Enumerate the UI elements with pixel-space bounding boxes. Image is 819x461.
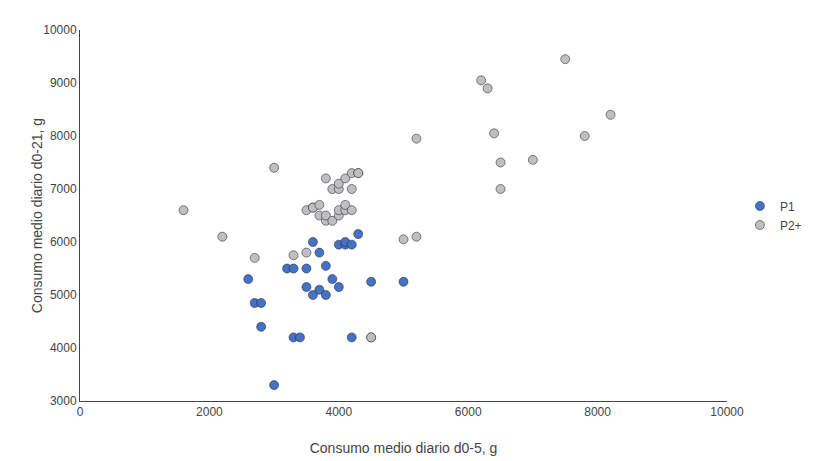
- svg-text:P1: P1: [780, 200, 795, 214]
- svg-text:7000: 7000: [50, 182, 77, 196]
- svg-text:10000: 10000: [43, 23, 77, 37]
- svg-text:10000: 10000: [710, 405, 744, 419]
- svg-text:0: 0: [77, 405, 84, 419]
- svg-text:3000: 3000: [50, 394, 77, 408]
- svg-text:Consumo medio diario d0-21, g: Consumo medio diario d0-21, g: [29, 118, 45, 313]
- svg-text:5000: 5000: [50, 288, 77, 302]
- svg-text:4000: 4000: [325, 405, 352, 419]
- svg-text:9000: 9000: [50, 76, 77, 90]
- svg-text:4000: 4000: [50, 341, 77, 355]
- svg-text:6000: 6000: [455, 405, 482, 419]
- svg-text:P2+: P2+: [780, 219, 802, 233]
- svg-text:Consumo medio diario d0-5, g: Consumo medio diario d0-5, g: [310, 440, 498, 456]
- svg-text:8000: 8000: [584, 405, 611, 419]
- svg-text:8000: 8000: [50, 129, 77, 143]
- svg-text:2000: 2000: [196, 405, 223, 419]
- svg-text:6000: 6000: [50, 235, 77, 249]
